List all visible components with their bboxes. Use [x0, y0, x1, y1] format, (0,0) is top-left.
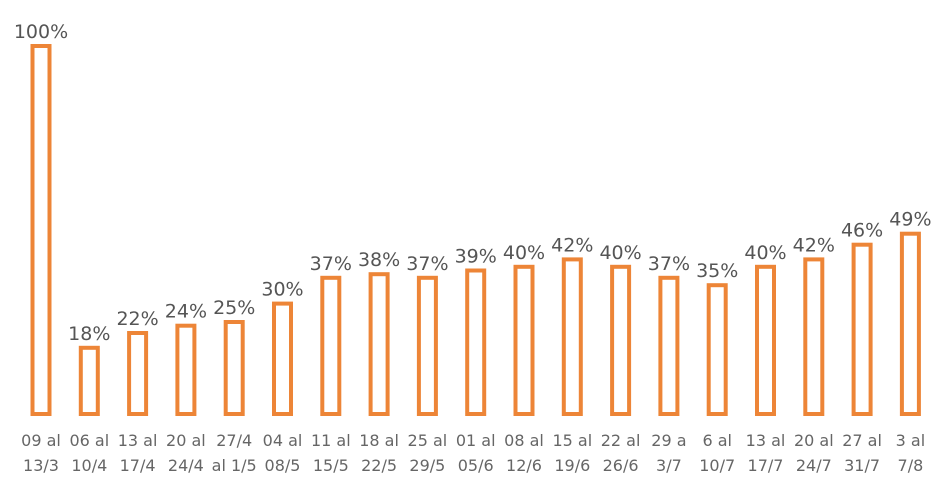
value-label-14: 35% [696, 260, 738, 282]
category-label-7-line-2: 22/5 [361, 456, 397, 475]
category-label-15-line-2: 17/7 [748, 456, 784, 475]
value-label-11: 42% [551, 234, 593, 256]
bar-8 [416, 275, 438, 416]
value-label-12: 40% [599, 242, 641, 264]
category-label-8-line-1: 25 al [408, 431, 448, 450]
bar-1 [78, 345, 100, 416]
bar-9 [465, 268, 487, 416]
category-label-6-line-1: 11 al [311, 431, 351, 450]
value-label-17: 46% [841, 220, 883, 242]
category-label-12-line-2: 26/6 [603, 456, 639, 475]
value-labels-group: 100% 18% 22% 24% 25% 30% 37% 38% 37% 39% 40% 42% 40%… [14, 21, 932, 345]
value-label-7: 38% [358, 249, 400, 271]
category-label-10-line-2: 12/6 [506, 456, 542, 475]
value-label-15: 40% [744, 242, 786, 264]
category-label-5-line-2: 08/5 [265, 456, 301, 475]
category-label-11-line-1: 15 al [552, 431, 592, 450]
category-label-16-line-1: 20 al [794, 431, 834, 450]
bar-11 [561, 257, 583, 416]
category-label-15-line-1: 13 al [746, 431, 786, 450]
bar-4 [223, 320, 245, 416]
category-label-1-line-2: 10/4 [71, 456, 107, 475]
value-label-10: 40% [503, 242, 545, 264]
value-label-13: 37% [648, 253, 690, 275]
category-label-5-line-1: 04 al [263, 431, 303, 450]
bars-group [30, 44, 921, 417]
bar-16 [803, 257, 825, 416]
category-label-14-line-2: 10/7 [699, 456, 735, 475]
bar-3 [175, 323, 197, 417]
category-labels-group: 09 al 13/3 06 al 10/4 13 al 17/4 20 al 24/4 27/4… [21, 431, 925, 475]
bar-2 [127, 331, 149, 416]
value-label-8: 37% [406, 253, 448, 275]
category-label-9-line-2: 05/6 [458, 456, 494, 475]
category-label-3-line-1: 20 al [166, 431, 206, 450]
category-label-2-line-1: 13 al [118, 431, 158, 450]
value-label-5: 30% [261, 279, 303, 301]
category-label-7-line-1: 18 al [359, 431, 399, 450]
category-label-3-line-2: 24/4 [168, 456, 204, 475]
category-label-6-line-2: 15/5 [313, 456, 349, 475]
bar-14 [706, 283, 728, 417]
bar-0 [30, 44, 52, 416]
bar-13 [658, 275, 680, 416]
value-label-4: 25% [213, 297, 255, 319]
category-label-4-line-2: al 1/5 [212, 456, 257, 475]
bar-15 [755, 264, 776, 416]
category-label-13-line-2: 3/7 [656, 456, 682, 475]
category-label-17-line-2: 31/7 [844, 456, 880, 475]
bar-6 [320, 275, 342, 416]
category-label-9-line-1: 01 al [456, 431, 496, 450]
category-label-0-line-2: 13/3 [23, 456, 59, 475]
bar-12 [610, 264, 632, 416]
value-label-2: 22% [116, 308, 158, 330]
category-label-18-line-2: 7/8 [898, 456, 924, 475]
bar-7 [368, 272, 390, 417]
value-label-16: 42% [793, 234, 835, 256]
category-label-11-line-2: 19/6 [554, 456, 590, 475]
value-label-6: 37% [310, 253, 352, 275]
value-label-0: 100% [14, 21, 68, 43]
value-label-3: 24% [165, 301, 207, 323]
value-label-18: 49% [889, 209, 931, 231]
category-label-8-line-2: 29/5 [409, 456, 445, 475]
category-label-17-line-1: 27 al [842, 431, 882, 450]
bar-18 [899, 231, 921, 416]
category-label-18-line-1: 3 al [896, 431, 926, 450]
value-label-1: 18% [68, 323, 110, 345]
bar-10 [513, 264, 535, 416]
bar-5 [272, 301, 293, 417]
category-label-10-line-1: 08 al [504, 431, 544, 450]
value-label-9: 39% [455, 246, 497, 268]
bar-17 [851, 242, 873, 416]
category-label-12-line-1: 22 al [601, 431, 641, 450]
category-label-4-line-1: 27/4 [216, 431, 252, 450]
category-label-1-line-1: 06 al [69, 431, 109, 450]
category-label-0-line-1: 09 al [21, 431, 61, 450]
category-label-16-line-2: 24/7 [796, 456, 832, 475]
category-label-14-line-1: 6 al [702, 431, 732, 450]
category-label-13-line-1: 29 a [651, 431, 686, 450]
category-label-2-line-2: 17/4 [120, 456, 156, 475]
